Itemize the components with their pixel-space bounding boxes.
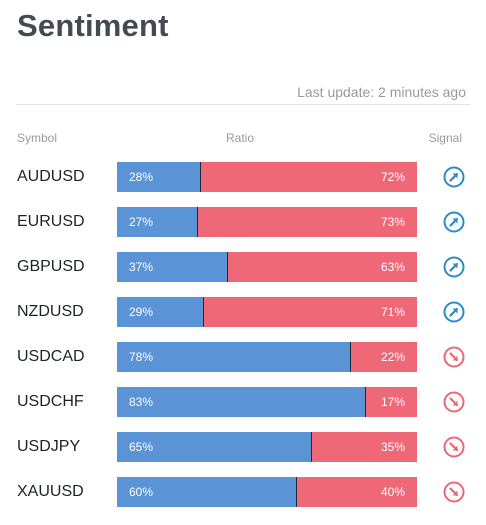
sentiment-table: AUDUSD 28% 72% EURUSD 27% 73% GBPUSD 37%…	[0, 162, 486, 522]
short-segment: 22%	[351, 342, 417, 372]
short-segment: 63%	[228, 252, 417, 282]
ratio-bar: 60% 40%	[117, 477, 417, 507]
ratio-bar: 65% 35%	[117, 432, 417, 462]
table-row[interactable]: NZDUSD 29% 71%	[0, 297, 486, 342]
ratio-bar: 28% 72%	[117, 162, 417, 192]
symbol-label[interactable]: GBPUSD	[17, 258, 85, 275]
column-header-signal: Signal	[428, 131, 462, 145]
up-right-arrow-icon	[443, 211, 465, 233]
long-segment: 78%	[117, 342, 351, 372]
short-percent: 17%	[380, 395, 405, 409]
divider	[16, 104, 470, 105]
symbol-label[interactable]: XAUUSD	[17, 483, 84, 500]
down-right-arrow-icon	[443, 346, 465, 368]
short-percent: 40%	[380, 485, 405, 499]
table-row[interactable]: GBPUSD 37% 63%	[0, 252, 486, 297]
column-header-ratio: Ratio	[226, 131, 255, 145]
long-percent: 37%	[129, 260, 154, 274]
long-percent: 27%	[129, 215, 154, 229]
long-percent: 65%	[129, 440, 154, 454]
symbol-label[interactable]: USDCAD	[17, 348, 85, 365]
short-segment: 40%	[297, 477, 417, 507]
long-percent: 60%	[129, 485, 154, 499]
ratio-bar: 27% 73%	[117, 207, 417, 237]
short-percent: 71%	[380, 305, 405, 319]
short-percent: 73%	[380, 215, 405, 229]
symbol-label[interactable]: USDCHF	[17, 393, 84, 410]
table-row[interactable]: USDCHF 83% 17%	[0, 387, 486, 432]
up-right-arrow-icon	[443, 256, 465, 278]
short-percent: 22%	[380, 350, 405, 364]
long-segment: 27%	[117, 207, 198, 237]
short-percent: 35%	[380, 440, 405, 454]
short-segment: 71%	[204, 297, 417, 327]
down-right-arrow-icon	[443, 436, 465, 458]
long-segment: 65%	[117, 432, 312, 462]
up-right-arrow-icon	[443, 301, 465, 323]
symbol-label[interactable]: USDJPY	[17, 438, 81, 455]
page-title: Sentiment	[17, 8, 169, 43]
table-row[interactable]: EURUSD 27% 73%	[0, 207, 486, 252]
short-segment: 73%	[198, 207, 417, 237]
ratio-bar: 29% 71%	[117, 297, 417, 327]
ratio-bar: 78% 22%	[117, 342, 417, 372]
long-percent: 28%	[129, 170, 154, 184]
long-segment: 83%	[117, 387, 366, 417]
table-row[interactable]: USDCAD 78% 22%	[0, 342, 486, 387]
short-segment: 17%	[366, 387, 417, 417]
short-segment: 72%	[201, 162, 417, 192]
long-segment: 37%	[117, 252, 228, 282]
up-right-arrow-icon	[443, 166, 465, 188]
long-percent: 83%	[129, 395, 154, 409]
column-header-symbol: Symbol	[17, 131, 58, 145]
ratio-bar: 37% 63%	[117, 252, 417, 282]
last-update-text: Last update: 2 minutes ago	[297, 84, 466, 100]
ratio-bar: 83% 17%	[117, 387, 417, 417]
long-segment: 60%	[117, 477, 297, 507]
table-row[interactable]: XAUUSD 60% 40%	[0, 477, 486, 522]
long-segment: 29%	[117, 297, 204, 327]
long-segment: 28%	[117, 162, 201, 192]
down-right-arrow-icon	[443, 481, 465, 503]
symbol-label[interactable]: EURUSD	[17, 213, 85, 230]
symbol-label[interactable]: AUDUSD	[17, 168, 85, 185]
table-row[interactable]: AUDUSD 28% 72%	[0, 162, 486, 207]
short-percent: 63%	[380, 260, 405, 274]
down-right-arrow-icon	[443, 391, 465, 413]
short-segment: 35%	[312, 432, 417, 462]
short-percent: 72%	[380, 170, 405, 184]
table-row[interactable]: USDJPY 65% 35%	[0, 432, 486, 477]
long-percent: 29%	[129, 305, 154, 319]
long-percent: 78%	[129, 350, 154, 364]
symbol-label[interactable]: NZDUSD	[17, 303, 84, 320]
